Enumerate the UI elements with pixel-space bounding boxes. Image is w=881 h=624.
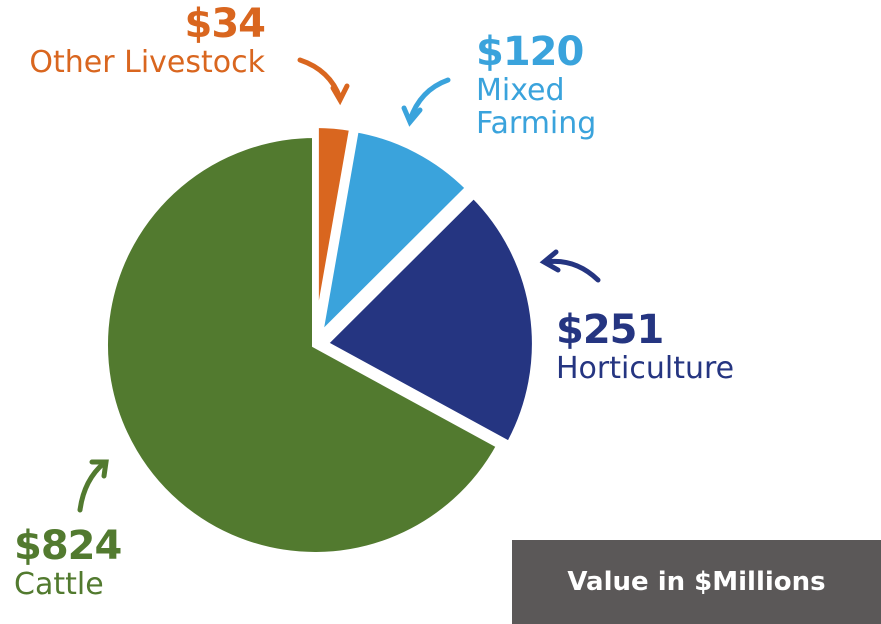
slice-label: $824 Cattle — [14, 524, 214, 601]
value-label: $824 — [14, 523, 122, 569]
arrow-head — [539, 249, 561, 273]
arrow-head — [401, 105, 423, 127]
pie-slice — [312, 122, 356, 336]
pie-slice — [319, 191, 538, 449]
category-label: Cattle — [14, 567, 104, 602]
category-label: Other Livestock — [29, 45, 265, 80]
arrow — [543, 258, 601, 283]
value-label: $120 — [476, 29, 584, 75]
slice-label: $34 Other Livestock — [25, 1, 267, 80]
arrow-head — [330, 83, 350, 106]
value-label: $251 — [556, 307, 664, 353]
category-label: Horticulture — [556, 351, 735, 386]
pie-slice — [315, 125, 473, 345]
arrows — [77, 57, 601, 513]
arrow-head — [89, 459, 109, 479]
arrow — [407, 77, 451, 123]
category-label: Mixed Farming — [476, 73, 597, 141]
slice-label: $251 Horticulture — [556, 308, 816, 385]
note-box: Value in $Millions — [512, 540, 881, 624]
slice-label: $120 Mixed Farming — [476, 30, 646, 140]
value-label: $34 — [184, 1, 267, 47]
pie-slice — [102, 131, 504, 558]
arrow — [77, 460, 107, 513]
